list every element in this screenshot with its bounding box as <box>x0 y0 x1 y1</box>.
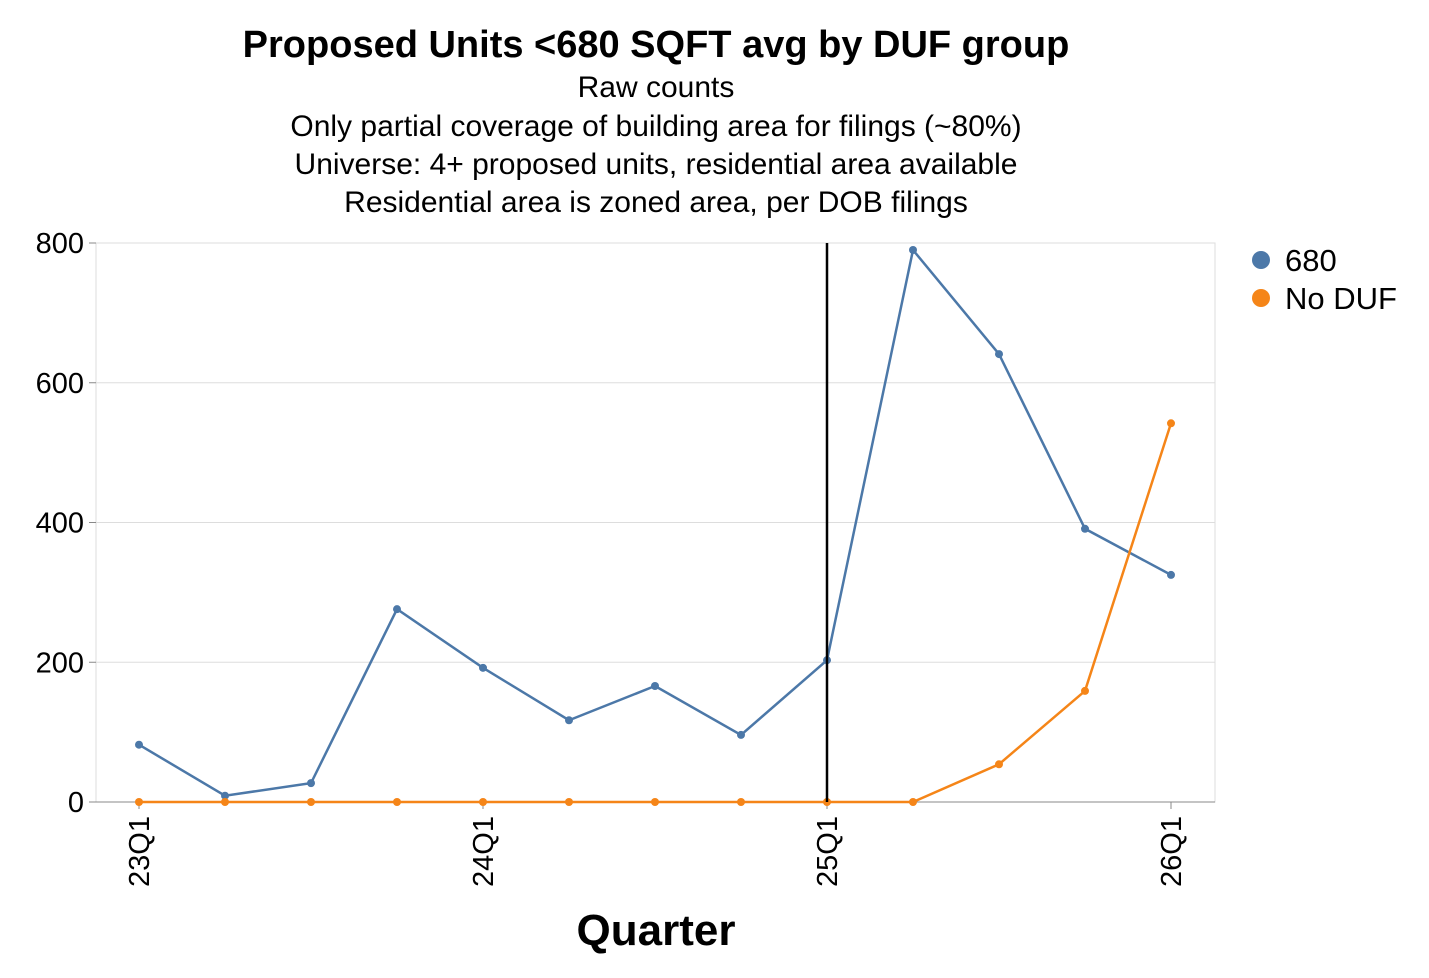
x-tick-label: 24Q1 <box>468 816 500 887</box>
gridlines <box>95 242 1216 803</box>
chart-subtitle-4: Residential area is zoned area, per DOB … <box>344 186 968 219</box>
data-point <box>565 716 573 725</box>
data-point <box>909 245 917 254</box>
chart-subtitle-1: Raw counts <box>578 71 735 104</box>
data-point <box>737 730 745 739</box>
y-tick-label: 200 <box>36 647 84 679</box>
data-point <box>737 798 745 806</box>
data-point <box>651 682 659 691</box>
x-tick-label: 23Q1 <box>124 816 156 887</box>
legend-symbol <box>1252 289 1270 307</box>
data-point <box>221 798 229 806</box>
data-point <box>479 798 487 806</box>
x-tick-label: 26Q1 <box>1156 816 1188 887</box>
data-point <box>1167 570 1175 579</box>
data-point <box>1167 419 1175 428</box>
data-point <box>393 798 401 806</box>
y-tick-label: 400 <box>36 508 84 540</box>
data-point <box>479 663 487 672</box>
data-point <box>393 605 401 614</box>
data-point <box>1081 524 1089 533</box>
data-point <box>995 350 1003 359</box>
data-point <box>1081 686 1089 695</box>
data-point <box>307 798 315 806</box>
data-point <box>909 798 917 806</box>
y-tick-label: 800 <box>36 228 84 260</box>
data-point <box>565 798 573 806</box>
data-point <box>135 740 143 749</box>
x-tick-label: 25Q1 <box>812 816 844 887</box>
legend-symbol <box>1252 251 1270 269</box>
data-point <box>307 779 315 788</box>
data-point <box>221 791 229 800</box>
y-tick-label: 0 <box>68 787 84 819</box>
x-axis-title: Quarter <box>577 906 736 955</box>
axes: 0 200 400 600 800 23Q1 24Q1 25Q1 26Q1 <box>36 228 1215 887</box>
data-point <box>651 798 659 806</box>
series-marks <box>135 243 1175 806</box>
data-point <box>135 798 143 806</box>
chart-title: Proposed Units <680 SQFT avg by DUF grou… <box>243 24 1070 66</box>
y-tick-label: 600 <box>36 368 84 400</box>
legend-label: No DUF <box>1285 281 1397 316</box>
data-point <box>995 760 1003 769</box>
series-line-no-duf <box>139 422 1173 804</box>
chart-subtitle-2: Only partial coverage of building area f… <box>290 110 1021 143</box>
chart-subtitle-3: Universe: 4+ proposed units, residential… <box>295 148 1018 181</box>
legend-label: 680 <box>1285 243 1337 278</box>
